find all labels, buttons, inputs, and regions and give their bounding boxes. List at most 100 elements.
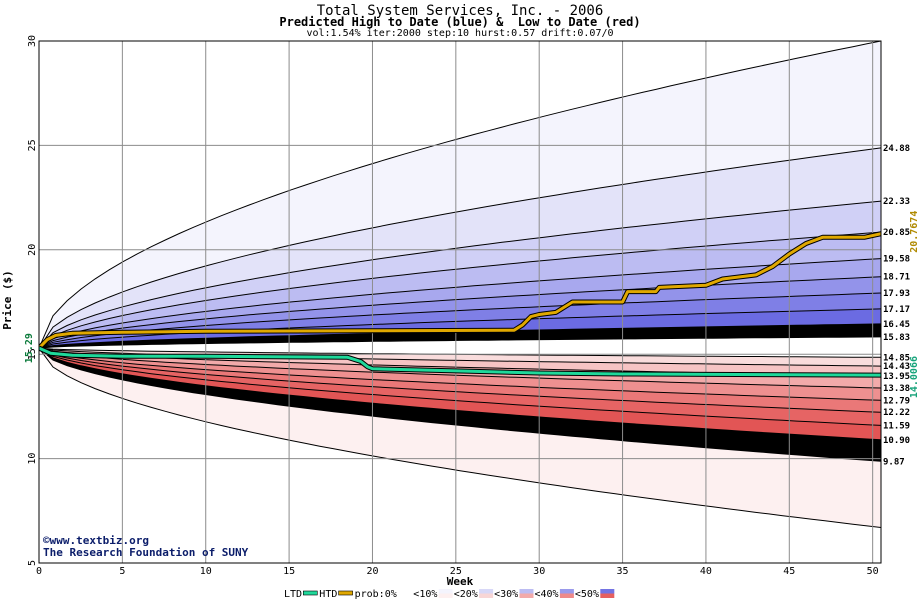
legend-prob-item: <40% <box>535 589 559 600</box>
y-tick-label: 10 <box>27 453 38 465</box>
chart-title: Total System Services, Inc. - 2006 <box>316 3 604 19</box>
legend-prob-item: <30% <box>494 589 518 600</box>
lower-quantile-label: 14.43 <box>883 362 910 372</box>
x-tick-label: 5 <box>119 566 125 577</box>
plot-area <box>39 41 881 563</box>
quantile-line <box>39 292 881 349</box>
quantile-line <box>39 347 881 413</box>
lower-quantile-label: 9.87 <box>883 457 905 467</box>
y-tick-label: 5 <box>27 560 38 566</box>
lower-quantile-label: 13.38 <box>883 384 910 394</box>
x-tick-label: 20 <box>366 566 378 577</box>
upper-quantile-label: 22.33 <box>883 197 910 207</box>
upper-quantile-label: 17.17 <box>883 305 910 315</box>
upper-probability-band <box>39 201 881 349</box>
y-axis-label: Price ($) <box>1 270 14 330</box>
ltd-final-label: 14.0066 <box>909 356 920 398</box>
watermark-org: The Research Foundation of SUNY <box>43 546 249 559</box>
quantile-line <box>39 347 881 528</box>
legend-swatch-lower <box>438 593 453 598</box>
lower-quantile-label: 12.22 <box>883 408 910 418</box>
upper-quantile-label: 18.71 <box>883 273 910 283</box>
htd-final-label: 20.7674 <box>909 211 920 253</box>
legend-prob-item: <20% <box>454 589 478 600</box>
lower-quantile-label: 12.79 <box>883 396 910 406</box>
legend-prob-item: <50% <box>575 589 599 600</box>
upper-probability-band <box>39 323 881 349</box>
lower-probability-band <box>39 348 881 413</box>
x-tick-label: 40 <box>700 566 712 577</box>
legend-prob-item: <10% <box>413 589 437 600</box>
lower-probability-band <box>39 348 881 426</box>
plot-frame <box>38 40 882 564</box>
quantile-line <box>39 347 881 441</box>
quantile-line <box>39 276 881 349</box>
quantile-line <box>39 336 881 349</box>
y-tick-label: 20 <box>27 244 38 256</box>
x-tick-label: 50 <box>867 566 879 577</box>
upper-quantile-label: 19.58 <box>883 255 910 265</box>
start-price-label: 15.29 <box>24 333 35 363</box>
htd-line <box>39 232 881 350</box>
legend-swatch-lower <box>600 593 615 598</box>
legend-swatch-lower <box>559 593 574 598</box>
x-axis-label: Week <box>447 575 474 588</box>
legend-swatch-upper <box>559 589 574 594</box>
quantile-line <box>39 347 881 401</box>
chart-subtitle: Predicted High to Date (blue) & Low to D… <box>279 15 641 29</box>
y-tick-label: 25 <box>27 139 38 151</box>
legend-swatch-lower <box>479 593 494 598</box>
x-tick-label: 15 <box>283 566 295 577</box>
lower-probability-band <box>39 348 881 401</box>
x-tick-label: 0 <box>36 566 42 577</box>
legend-swatch-upper <box>600 589 615 594</box>
legend-htd-label: HTD <box>319 589 337 600</box>
upper-quantile-label: 20.85 <box>883 228 910 238</box>
upper-probability-band <box>39 41 881 349</box>
upper-quantile-label: 16.45 <box>883 320 910 330</box>
lower-probability-band <box>39 348 881 388</box>
x-tick-label: 30 <box>533 566 545 577</box>
quantile-line <box>39 147 881 349</box>
legend-swatch <box>398 589 413 598</box>
upper-quantile-label: 15.83 <box>883 333 910 343</box>
y-tick-label: 15 <box>27 348 38 360</box>
y-tick-label: 30 <box>27 35 38 47</box>
quantile-line <box>39 41 881 349</box>
x-tick-label: 25 <box>450 566 462 577</box>
upper-probability-band <box>39 293 881 349</box>
lower-probability-band <box>39 348 881 462</box>
quantile-line <box>39 258 881 349</box>
quantile-line <box>39 347 881 389</box>
legend-ltd-swatch <box>302 590 318 596</box>
legend-ltd-label: LTD <box>284 589 302 600</box>
legend: LTD HTD prob:0% <10% <20% <30% <40% <50% <box>284 589 615 600</box>
ltd-line <box>39 346 881 377</box>
lower-quantile-label: 13.95 <box>883 372 910 382</box>
upper-quantile-label: 17.93 <box>883 289 910 299</box>
quantile-line <box>39 200 881 349</box>
x-tick-label: 45 <box>783 566 795 577</box>
quantile-line <box>39 347 881 426</box>
legend-prob-label: prob:0% <box>355 589 397 600</box>
x-tick-label: 10 <box>200 566 212 577</box>
legend-swatch-lower <box>519 593 534 598</box>
legend-htd-swatch <box>338 590 353 596</box>
quantile-line <box>39 231 881 349</box>
lower-probability-band <box>39 348 881 440</box>
x-tick-label: 35 <box>617 566 629 577</box>
upper-probability-band <box>39 147 881 349</box>
legend-swatch-upper <box>479 589 494 594</box>
legend-swatch-upper <box>519 589 534 594</box>
lower-quantile-label: 11.59 <box>883 421 910 431</box>
chart-parameters: vol:1.54% iter:2000 step:10 hurst:0.57 d… <box>306 28 614 39</box>
upper-probability-band <box>39 258 881 349</box>
lower-quantile-label: 10.90 <box>883 436 910 446</box>
upper-probability-band <box>39 276 881 349</box>
legend-swatch-upper <box>438 589 453 594</box>
lower-quantile-label: 14.85 <box>883 353 910 363</box>
lower-probability-band <box>39 348 881 377</box>
watermark-url: ©www.textbiz.org <box>43 534 149 547</box>
upper-quantile-label: 24.88 <box>883 144 910 154</box>
